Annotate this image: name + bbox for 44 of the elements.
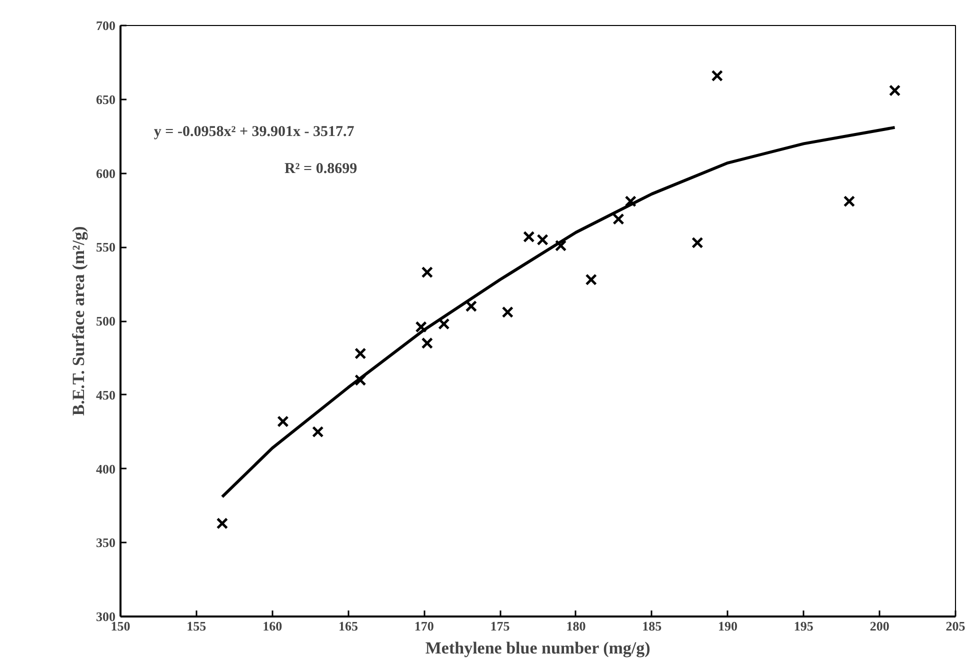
y-tick-label: 500 [96, 314, 116, 328]
point [711, 70, 723, 82]
point [502, 306, 514, 318]
x-tick-label: 155 [186, 618, 207, 634]
point [421, 337, 434, 350]
annotation: R² = 0.8699 [284, 160, 358, 177]
y-tick-label: 350 [96, 535, 116, 550]
point [216, 518, 228, 530]
x-tick-label: 165 [338, 618, 358, 634]
point [692, 236, 704, 249]
point [438, 318, 450, 330]
point [465, 300, 478, 312]
y-tick-label: 450 [96, 387, 116, 402]
point [624, 195, 636, 208]
x-tick-label: 190 [718, 618, 738, 634]
point [523, 230, 535, 243]
x-tick-label: 195 [794, 618, 814, 634]
point [554, 240, 567, 252]
annotation: y = -0.0958x² + 39.901x - 3517.7 [154, 124, 355, 140]
x-axis-title: Methylene blue number (mg/g) [425, 638, 650, 658]
point [585, 274, 597, 286]
point [354, 348, 366, 360]
y-tick-label: 550 [96, 240, 116, 255]
x-tick-label: 170 [414, 618, 434, 634]
point [354, 374, 366, 386]
point [843, 195, 856, 208]
point [536, 234, 548, 246]
x-tick-label: 205 [946, 618, 966, 634]
y-tick-label: 700 [96, 18, 116, 33]
point [415, 321, 427, 333]
point [277, 416, 289, 428]
y-tick-label: 400 [96, 461, 116, 476]
y-axis-title: B.E.T. Surface area (m²/g) [69, 226, 88, 416]
x-tick-label: 175 [490, 618, 510, 634]
point [888, 84, 901, 96]
point [612, 213, 624, 225]
x-tick-label: 185 [642, 618, 662, 634]
y-tick-label: 650 [96, 92, 116, 107]
point [312, 426, 324, 438]
y-tick-label: 600 [96, 166, 116, 181]
x-tick-label: 200 [870, 618, 890, 634]
x-tick-label: 180 [566, 618, 586, 634]
point [421, 266, 434, 278]
x-tick-label: 160 [262, 618, 282, 634]
